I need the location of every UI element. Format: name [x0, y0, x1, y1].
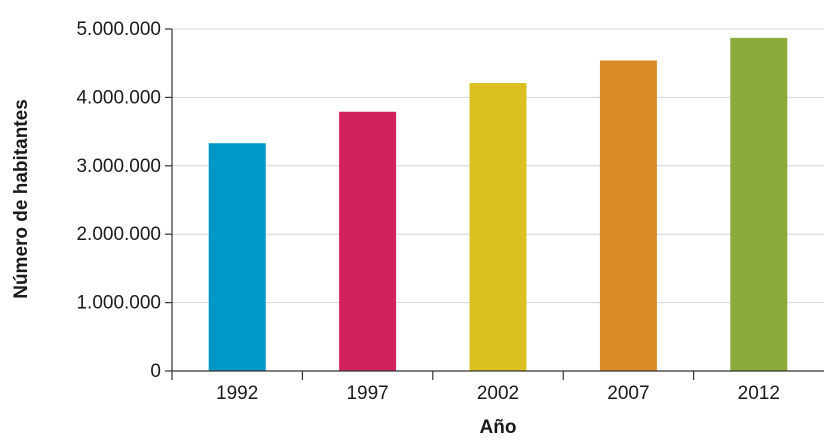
- x-tick-label: 2002: [477, 383, 519, 404]
- bar-2012: [730, 37, 788, 371]
- bars: [208, 37, 788, 372]
- x-tick-labels: 1992 1997 2002 2007 2012: [216, 383, 780, 404]
- y-tick-labels: 0 1.000.000 2.000.000 3.000.000 4.000.000 5.0…: [76, 19, 161, 382]
- y-tick-label: 0: [150, 361, 161, 382]
- y-tick-label: 1.000.000: [76, 293, 161, 314]
- axes: [165, 28, 824, 380]
- x-axis-title: Año: [480, 417, 517, 438]
- bar-1992: [208, 143, 266, 371]
- bar-2007: [599, 60, 657, 372]
- y-tick-label: 4.000.000: [76, 87, 161, 108]
- bar-1997: [339, 111, 397, 371]
- y-tick-label: 2.000.000: [76, 224, 161, 245]
- y-tick-label: 3.000.000: [76, 156, 161, 177]
- x-tick-label: 2012: [738, 383, 780, 404]
- y-tick-label: 5.000.000: [76, 19, 161, 40]
- x-tick-label: 2007: [607, 383, 649, 404]
- x-tick-label: 1992: [216, 383, 258, 404]
- y-axis-title: Número de habitantes: [11, 99, 32, 299]
- bar-2002: [469, 83, 527, 371]
- x-tick-label: 1997: [346, 383, 388, 404]
